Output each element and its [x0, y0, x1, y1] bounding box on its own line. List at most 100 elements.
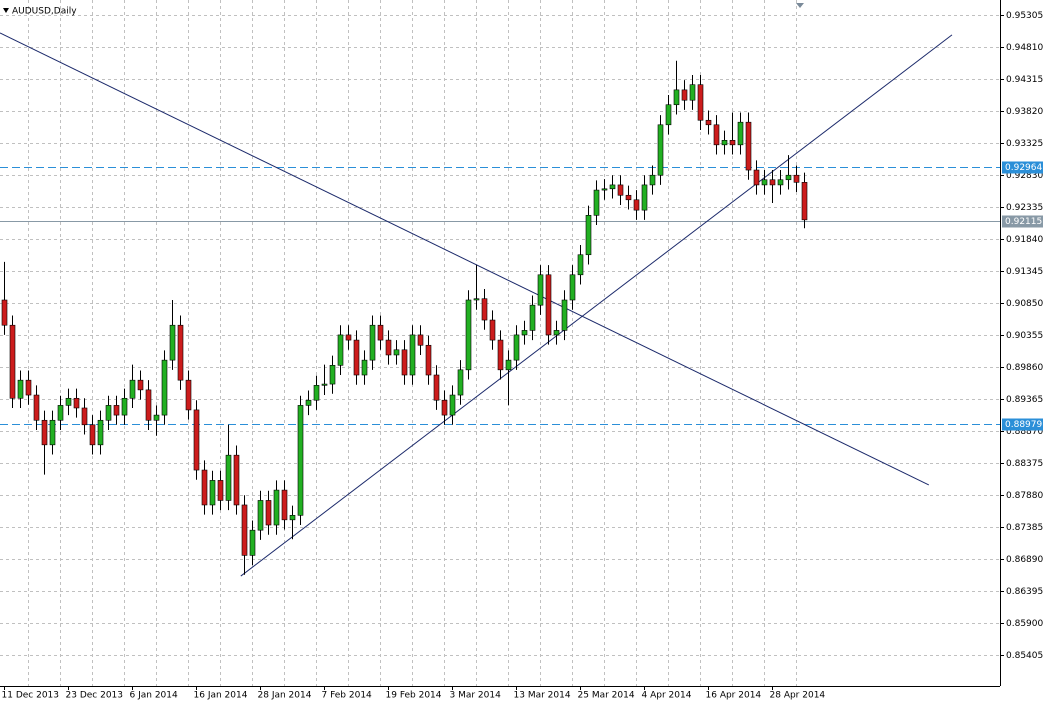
candle-body — [257, 500, 264, 531]
candle-body — [129, 379, 136, 399]
candle-body — [729, 140, 736, 146]
candle-body — [209, 480, 216, 506]
candle-body — [665, 104, 672, 126]
candle-body — [305, 399, 312, 406]
candle-body — [177, 324, 184, 381]
y-tick-label: 0.92830 — [1006, 171, 1043, 181]
candle-body — [585, 215, 592, 256]
candle-body — [145, 389, 152, 421]
candle-body — [361, 359, 368, 376]
price-level-box — [1002, 418, 1043, 431]
candle-body — [241, 504, 248, 556]
candle-body — [705, 119, 712, 126]
y-tick-label: 0.85405 — [1006, 651, 1043, 661]
candle-body — [1, 299, 8, 326]
candle-body — [433, 374, 440, 401]
candle-body — [785, 174, 792, 181]
y-tick-label: 0.94315 — [1006, 75, 1043, 85]
candle-body — [65, 397, 72, 406]
y-tick-label: 0.93820 — [1006, 107, 1043, 117]
y-tick-label: 0.94810 — [1006, 43, 1043, 53]
candle-body — [513, 334, 520, 361]
candle-body — [41, 419, 48, 446]
candle-body — [441, 399, 448, 416]
candle-body — [377, 324, 384, 341]
x-tick-label: 3 Mar 2014 — [450, 691, 502, 701]
candle-body — [297, 405, 304, 516]
candle-body — [313, 385, 320, 401]
candle-body — [73, 397, 80, 409]
candle-body — [697, 84, 704, 121]
grid — [0, 0, 1000, 686]
candle-body — [713, 124, 720, 146]
x-tick-label: 28 Apr 2014 — [770, 691, 826, 701]
price-level-label: 0.92115 — [1005, 217, 1042, 227]
y-tick-label: 0.95305 — [1006, 11, 1043, 21]
candle-body — [25, 379, 32, 396]
candle-body — [521, 330, 528, 336]
candle-body — [153, 414, 160, 421]
candle-body — [553, 330, 560, 336]
candle-body — [225, 454, 232, 501]
candle-body — [185, 379, 192, 411]
candle-body — [89, 424, 96, 446]
y-tick-label: 0.90850 — [1006, 299, 1043, 309]
candle-body — [617, 184, 624, 196]
trendline — [240, 34, 953, 577]
x-tick-label: 23 Dec 2013 — [66, 691, 124, 701]
y-tick-label: 0.86890 — [1006, 555, 1043, 565]
candle-body — [681, 89, 688, 101]
y-tick-label: 0.93325 — [1006, 139, 1043, 149]
candle-body — [201, 469, 208, 506]
candle-body — [345, 334, 352, 341]
candle-body — [385, 339, 392, 356]
candle-body — [489, 319, 496, 341]
candle-body — [113, 405, 120, 416]
candle-body — [409, 334, 416, 376]
price-level-box — [1002, 161, 1043, 174]
candle-body — [273, 489, 280, 526]
candle-body — [737, 121, 744, 146]
candle-body — [281, 489, 288, 521]
candle-body — [337, 334, 344, 366]
candle-body — [761, 179, 768, 186]
candle-body — [657, 124, 664, 176]
candle-body — [457, 369, 464, 396]
x-tick-label: 6 Jan 2014 — [130, 691, 178, 701]
candle-body — [505, 359, 512, 371]
candle-body — [745, 121, 752, 171]
candle-body — [161, 359, 168, 416]
candle-body — [449, 394, 456, 416]
candle-body — [721, 140, 728, 146]
candle-body — [33, 394, 40, 421]
candle-body — [49, 419, 56, 446]
candle-body — [801, 182, 808, 221]
candle-body — [193, 409, 200, 471]
candle-body — [561, 299, 568, 331]
x-tick-label: 16 Jan 2014 — [194, 691, 248, 701]
x-tick-label: 11 Dec 2013 — [2, 691, 60, 701]
candle-body — [17, 379, 24, 399]
candle-body — [233, 454, 240, 506]
candle-body — [753, 169, 760, 186]
y-tick-label: 0.89365 — [1006, 395, 1043, 405]
candle-body — [481, 298, 488, 321]
y-tick-label: 0.87385 — [1006, 523, 1043, 533]
candle-body — [265, 500, 272, 526]
candle-body — [593, 189, 600, 216]
y-tick-label: 0.91840 — [1006, 235, 1043, 245]
x-tick-label: 25 Mar 2014 — [578, 691, 635, 701]
y-tick-label: 0.90355 — [1006, 331, 1043, 341]
x-tick-label: 13 Mar 2014 — [514, 691, 571, 701]
candle-body — [401, 349, 408, 376]
candle-body — [9, 324, 16, 399]
candle-body — [57, 405, 64, 421]
candle-body — [633, 199, 640, 211]
x-tick-label: 4 Apr 2014 — [642, 691, 692, 701]
candle-body — [217, 480, 224, 501]
candle-body — [497, 339, 504, 371]
price-level-box — [1002, 215, 1043, 228]
symbol-menu-icon — [3, 8, 9, 13]
candle-body — [81, 407, 88, 426]
